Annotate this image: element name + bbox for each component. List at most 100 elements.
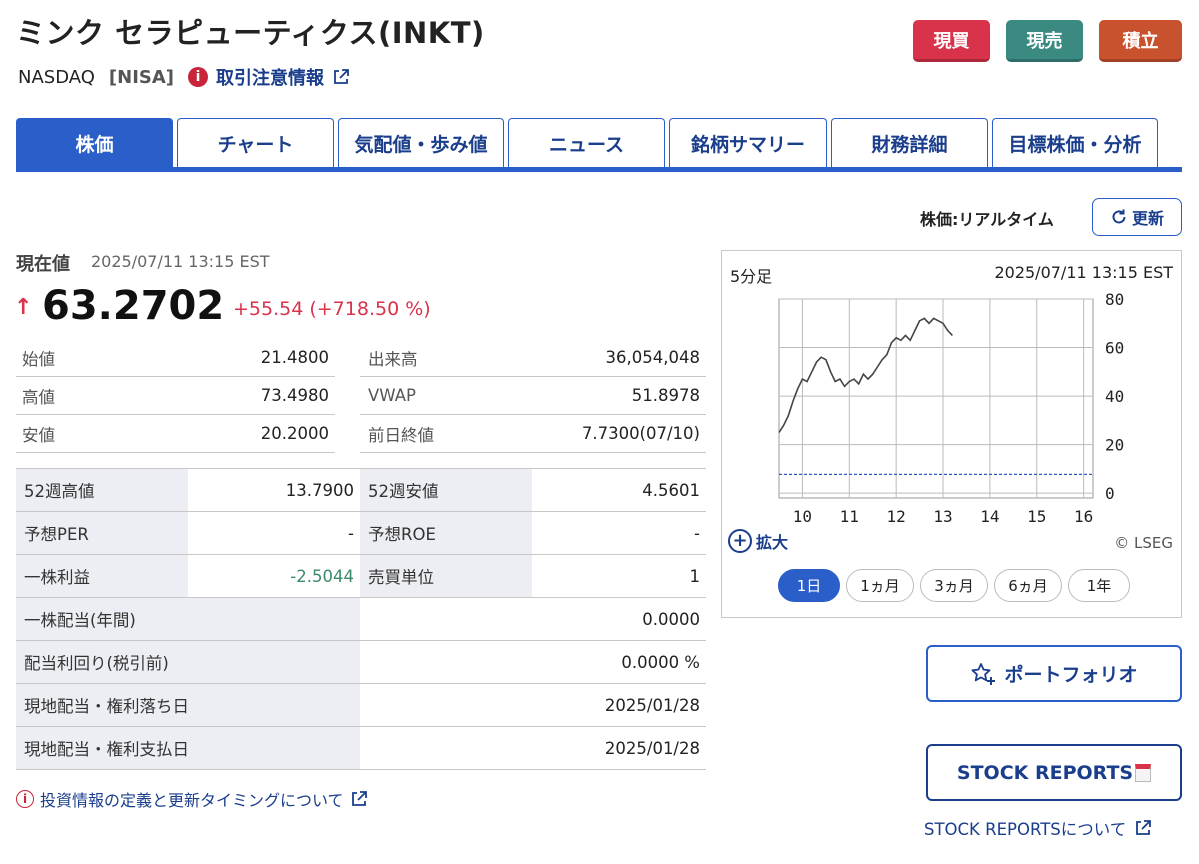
detail-label: 一株利益 (16, 555, 188, 597)
tab-target-price[interactable]: 目標株価・分析 (992, 118, 1158, 167)
current-price-label: 現在値 (16, 254, 70, 275)
tab-news[interactable]: ニュース (508, 118, 665, 167)
table-row: 予想PER - 予想ROE - (16, 512, 706, 555)
report-icon (1135, 763, 1152, 782)
caution-link-label: 取引注意情報 (216, 68, 325, 89)
x-tick-label: 15 (1027, 507, 1046, 526)
table-row: 配当利回り(税引前) 0.0000 % (16, 641, 706, 684)
zoom-button[interactable]: + 拡大 (728, 529, 788, 553)
detail-label: 現地配当・権利支払日 (16, 727, 360, 769)
range-6m[interactable]: 6ヵ月 (994, 569, 1062, 602)
zoom-label: 拡大 (756, 533, 789, 552)
x-tick-label: 12 (887, 507, 906, 526)
stock-reports-label: STOCK REPORTS (956, 761, 1134, 784)
stat-row-prev-close: 前日終値 7.7300(07/10) (360, 415, 706, 453)
detail-label: 予想ROE (360, 512, 532, 554)
zoom-plus-icon: + (728, 529, 752, 553)
detail-label: 52週安値 (360, 469, 532, 511)
range-1d[interactable]: 1日 (778, 569, 840, 602)
x-tick-label: 16 (1074, 507, 1093, 526)
realtime-label: 株価:リアルタイム (920, 210, 1054, 229)
external-link-icon (334, 69, 349, 84)
data-credit: © LSEG (1114, 534, 1173, 552)
detail-value: 4.5601 (642, 480, 700, 500)
price-series-line (778, 317, 953, 433)
detail-value: 0.0000 (642, 609, 700, 629)
x-tick-label: 10 (793, 507, 812, 526)
table-row: 一株配当(年間) 0.0000 (16, 598, 706, 641)
detail-label: 売買単位 (360, 555, 532, 597)
price-chart[interactable]: 10 11 12 13 14 15 16 80 60 40 20 0 (722, 291, 1183, 561)
mini-chart-panel: 5分足 2025/07/11 13:15 EST 10 11 12 13 14 15 16 8… (721, 250, 1182, 618)
add-portfolio-button[interactable]: ポートフォリオ (926, 645, 1182, 702)
tab-quotes[interactable]: 気配値・歩み値 (338, 118, 504, 167)
stock-reports-button[interactable]: STOCK REPORTS (926, 744, 1182, 801)
detail-value: 0.0000 % (621, 652, 700, 672)
tab-financials[interactable]: 財務詳細 (831, 118, 988, 167)
stat-value: 73.4980 (260, 386, 329, 405)
tab-bar: 株価 チャート 気配値・歩み値 ニュース 銘柄サマリー 財務詳細 目標株価・分析 (16, 118, 1182, 172)
definitions-link-label: 投資情報の定義と更新タイミングについて (40, 791, 344, 810)
y-tick-label: 80 (1105, 291, 1124, 309)
y-tick-label: 0 (1105, 484, 1115, 503)
range-1m[interactable]: 1ヵ月 (846, 569, 914, 602)
quote-timestamp: 2025/07/11 13:15 EST (91, 252, 270, 271)
x-tick-label: 14 (980, 507, 999, 526)
y-tick-label: 60 (1105, 339, 1124, 358)
chart-timestamp: 2025/07/11 13:15 EST (994, 263, 1173, 282)
info-icon: i (16, 790, 34, 808)
detail-value: -2.5044 (290, 566, 354, 586)
stat-label: 始値 (22, 349, 55, 369)
info-icon: i (188, 67, 209, 87)
plot-frame (778, 298, 1094, 499)
tab-stock-price[interactable]: 株価 (16, 118, 173, 167)
stock-reports-info-label: STOCK REPORTSについて (924, 820, 1127, 839)
buy-button[interactable]: 現買 (913, 20, 990, 62)
refresh-label: 更新 (1131, 209, 1164, 228)
detail-value: 2025/01/28 (604, 738, 700, 758)
nisa-badge: [NISA] (108, 66, 175, 88)
range-1y[interactable]: 1年 (1068, 569, 1130, 602)
refresh-button[interactable]: 更新 (1092, 198, 1182, 236)
stat-row-open: 始値 21.4800 (16, 339, 335, 377)
definitions-link[interactable]: i 投資情報の定義と更新タイミングについて (16, 787, 368, 811)
stat-row-low: 安値 20.2000 (16, 415, 335, 453)
detail-value: 1 (689, 566, 701, 586)
stat-value: 21.4800 (260, 348, 329, 367)
table-row: 52週高値 13.7900 52週安値 4.5601 (16, 469, 706, 512)
stat-value: 51.8978 (631, 386, 700, 405)
star-plus-icon (971, 662, 996, 685)
market-info: NASDAQ [NISA] i 取引注意情報 (18, 64, 350, 90)
chart-interval-label: 5分足 (730, 267, 773, 286)
sell-button[interactable]: 現売 (1006, 20, 1083, 62)
stat-label: VWAP (368, 386, 416, 405)
detail-label: 一株配当(年間) (16, 598, 360, 640)
caution-link[interactable]: 取引注意情報 (216, 64, 350, 90)
detail-label: 現地配当・権利落ち日 (16, 684, 360, 726)
x-tick-label: 13 (933, 507, 952, 526)
detail-value: - (348, 523, 354, 543)
table-row: 現地配当・権利支払日 2025/01/28 (16, 727, 706, 770)
stock-reports-info-link[interactable]: STOCK REPORTSについて (924, 816, 1152, 840)
external-link-icon (351, 791, 367, 806)
stat-row-vwap: VWAP 51.8978 (360, 377, 706, 415)
tab-chart[interactable]: チャート (177, 118, 334, 167)
table-row: 現地配当・権利落ち日 2025/01/28 (16, 684, 706, 727)
stat-value: 36,054,048 (605, 348, 700, 367)
arrow-up-icon: ↑ (14, 295, 33, 320)
page-title: ミンク セラピューティクス(INKT) (16, 16, 485, 50)
details-table: 52週高値 13.7900 52週安値 4.5601 予想PER - 予想ROE… (16, 468, 706, 770)
range-selector: 1日 1ヵ月 3ヵ月 6ヵ月 1年 (778, 569, 1130, 602)
range-3m[interactable]: 3ヵ月 (920, 569, 988, 602)
stat-row-volume: 出来高 36,054,048 (360, 339, 706, 377)
stat-label: 前日終値 (368, 425, 434, 445)
stat-label: 出来高 (368, 349, 418, 369)
external-link-icon (1136, 820, 1152, 835)
accumulate-button[interactable]: 積立 (1099, 20, 1182, 62)
refresh-icon (1112, 209, 1126, 224)
tab-summary[interactable]: 銘柄サマリー (669, 118, 827, 167)
stat-label: 高値 (22, 387, 55, 407)
portfolio-label: ポートフォリオ (1004, 664, 1138, 686)
y-tick-label: 20 (1105, 436, 1124, 455)
stat-row-high: 高値 73.4980 (16, 377, 335, 415)
